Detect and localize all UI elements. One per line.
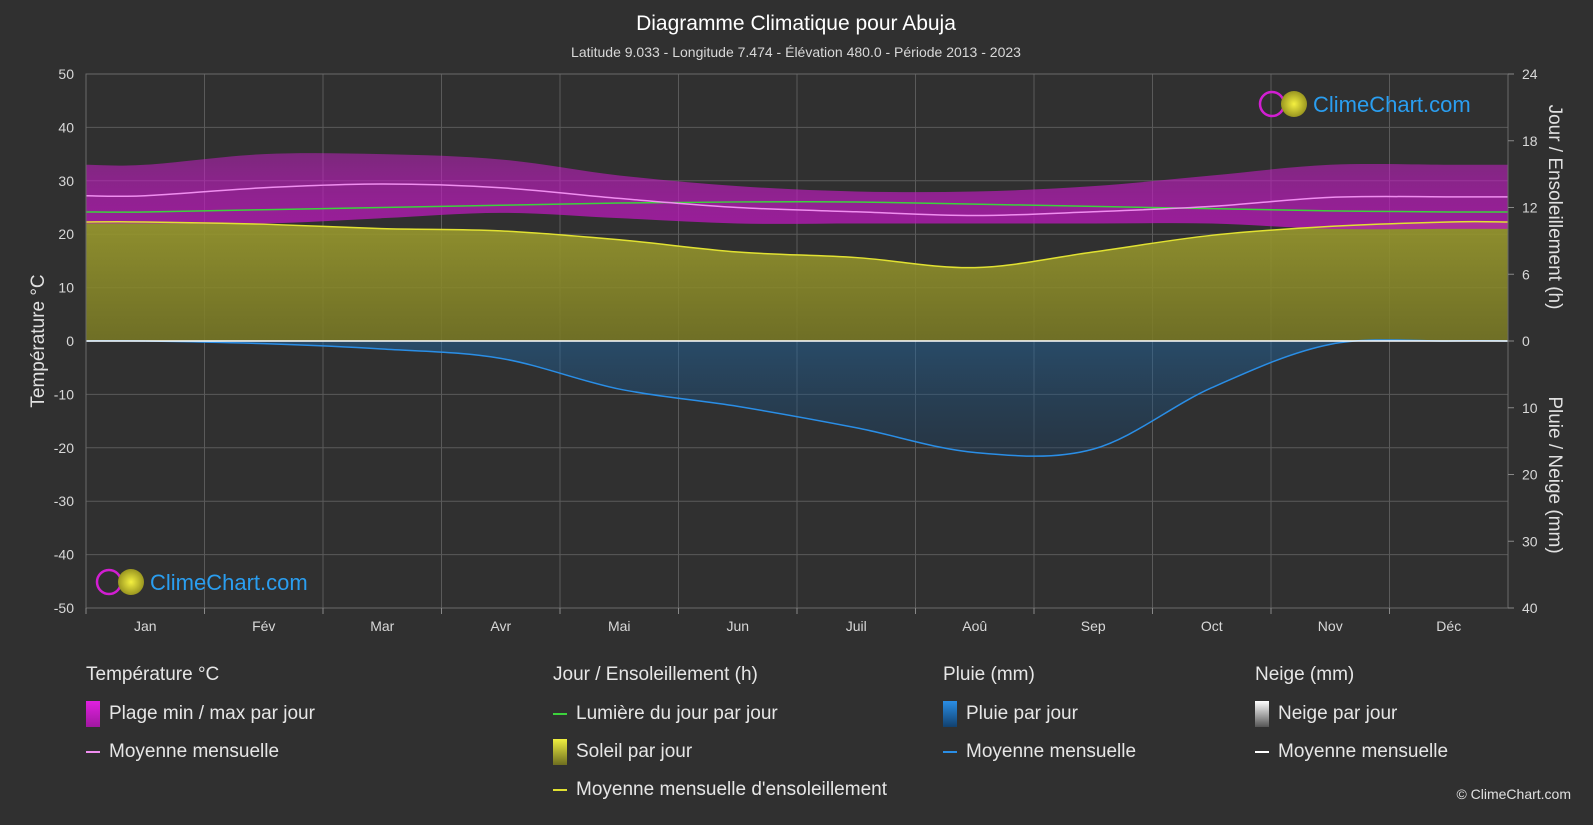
- legend-snow: Neige (mm) Neige par jour Moyenne mensue…: [1255, 664, 1448, 778]
- legend-label: Pluie par jour: [966, 703, 1078, 724]
- left-axis-tick-label: -50: [54, 600, 74, 616]
- watermark-text: ClimeChart.com: [150, 570, 308, 595]
- legend-label: Moyenne mensuelle d'ensoleillement: [576, 779, 887, 800]
- x-axis-tick-label: Oct: [1201, 618, 1223, 634]
- legend-temperature: Température °C Plage min / max par jour …: [86, 664, 315, 778]
- left-axis-tick-label: 30: [58, 173, 74, 189]
- right-top-axis-tick-label: 18: [1522, 133, 1538, 149]
- right-bottom-axis-tick-label: 20: [1522, 467, 1538, 483]
- legend-label: Moyenne mensuelle: [1278, 741, 1449, 762]
- left-axis-tick-label: 10: [58, 280, 74, 296]
- plot-area: [85, 73, 1509, 609]
- swatch-daylight: [553, 713, 567, 715]
- legend-label: Moyenne mensuelle: [109, 741, 280, 762]
- x-axis-tick-label: Mai: [608, 618, 631, 634]
- chart-title: Diagramme Climatique pour Abuja: [636, 12, 956, 35]
- right-top-axis-tick-label: 6: [1522, 266, 1530, 282]
- legend-label: Neige par jour: [1278, 703, 1398, 724]
- legend-title: Neige (mm): [1255, 664, 1355, 685]
- watermark-text: ClimeChart.com: [1313, 92, 1471, 117]
- x-axis-tick-label: Mar: [370, 618, 394, 634]
- left-axis-tick-label: 0: [66, 333, 74, 349]
- swatch-rain-mean: [943, 751, 957, 753]
- legend-item-rain: Pluie par jour: [943, 701, 1136, 727]
- right-top-axis-tick-label: 24: [1522, 66, 1538, 82]
- left-axis-tick-label: -10: [54, 386, 74, 402]
- x-axis-tick-label: Jan: [134, 618, 157, 634]
- watermark-logo-sun: [1281, 91, 1307, 117]
- x-axis-tick-label: Avr: [490, 618, 511, 634]
- left-axis-tick-label: -40: [54, 547, 74, 563]
- right-bottom-axis-tick-label: 10: [1522, 400, 1538, 416]
- watermark-logo-sun: [118, 569, 144, 595]
- left-axis-tick-label: 20: [58, 226, 74, 242]
- watermark-bottom: ClimeChart.com: [95, 568, 308, 596]
- x-axis-tick-label: Aoû: [962, 618, 987, 634]
- swatch-temp-mean: [86, 751, 100, 753]
- x-axis-tick-label: Déc: [1436, 618, 1461, 634]
- legend-item-temp-range: Plage min / max par jour: [86, 701, 315, 727]
- swatch-sunshine: [553, 739, 567, 765]
- legend-item-daylight: Lumière du jour par jour: [553, 702, 887, 726]
- axes: 50 40 30 20 10 0 -10 -20 -30 -40 -50 24 18 12 6 0 10 20 30…: [54, 66, 1538, 634]
- rain-area: [86, 339, 1508, 457]
- x-axis-tick-label: Fév: [252, 618, 275, 634]
- right-top-axis-tick-label: 12: [1522, 200, 1538, 216]
- legend-title: Pluie (mm): [943, 664, 1035, 685]
- legend-label: Plage min / max par jour: [109, 703, 315, 724]
- legend-item-rain-mean: Moyenne mensuelle: [943, 740, 1136, 764]
- legend-item-snow-mean: Moyenne mensuelle: [1255, 740, 1448, 764]
- left-axis-tick-label: 50: [58, 66, 74, 82]
- right-top-axis-title: Jour / Ensoleillement (h): [1544, 105, 1565, 310]
- left-axis-tick-label: 40: [58, 119, 74, 135]
- x-axis-tick-label: Jun: [726, 618, 749, 634]
- legend-label: Lumière du jour par jour: [576, 703, 778, 724]
- legend-item-temp-mean: Moyenne mensuelle: [86, 740, 315, 764]
- watermark-top: ClimeChart.com: [1258, 90, 1471, 118]
- rain-mean-line: [85, 339, 1509, 457]
- sunshine-mean-line: [85, 220, 1509, 269]
- left-axis-tick-label: -20: [54, 440, 74, 456]
- legend-item-sunshine-mean: Moyenne mensuelle d'ensoleillement: [553, 778, 887, 802]
- sunshine-area: [86, 221, 1508, 341]
- swatch-rain: [943, 701, 957, 727]
- temp-range-band: [86, 153, 1508, 230]
- legend-title: Température °C: [86, 664, 220, 685]
- x-axis-tick-label: Nov: [1318, 618, 1343, 634]
- legend-label: Moyenne mensuelle: [966, 741, 1137, 762]
- left-axis-title: Température °C: [28, 274, 49, 407]
- temp-mean-line: [85, 183, 1509, 217]
- chart-subtitle: Latitude 9.033 - Longitude 7.474 - Éléva…: [571, 44, 1021, 60]
- legend-item-snow: Neige par jour: [1255, 701, 1448, 727]
- swatch-temp-range: [86, 701, 100, 727]
- swatch-snow-mean: [1255, 751, 1269, 753]
- copyright: © ClimeChart.com: [1456, 786, 1571, 802]
- swatch-sunshine-mean: [553, 789, 567, 791]
- legend-title: Jour / Ensoleillement (h): [553, 664, 758, 685]
- right-top-axis-tick-label: 0: [1522, 333, 1530, 349]
- swatch-snow: [1255, 701, 1269, 727]
- legend-item-sunshine: Soleil par jour: [553, 739, 887, 765]
- x-axis-tick-label: Sep: [1081, 618, 1106, 634]
- right-bottom-axis-tick-label: 30: [1522, 533, 1538, 549]
- left-axis-tick-label: -30: [54, 493, 74, 509]
- legend-rain: Pluie (mm) Pluie par jour Moyenne mensue…: [943, 664, 1136, 778]
- daylight-line: [85, 200, 1509, 213]
- right-bottom-axis-tick-label: 40: [1522, 600, 1538, 616]
- legend-label: Soleil par jour: [576, 741, 693, 762]
- right-bottom-axis-title: Pluie / Neige (mm): [1544, 396, 1565, 553]
- x-axis-tick-label: Juil: [846, 618, 867, 634]
- legend-sunshine: Jour / Ensoleillement (h) Lumière du jou…: [553, 664, 887, 816]
